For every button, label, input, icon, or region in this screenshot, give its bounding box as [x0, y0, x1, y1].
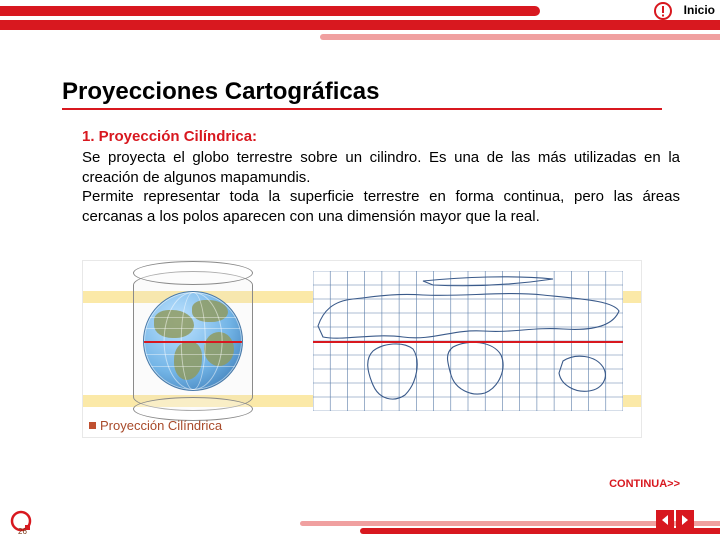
- body-paragraph: Se proyecta el globo terrestre sobre un …: [82, 149, 680, 186]
- flat-map-illustration: [313, 271, 623, 411]
- section-subtitle: 1. Proyección Cilíndrica:: [82, 128, 257, 145]
- body-paragraph: Permite representar toda la superficie t…: [82, 188, 680, 225]
- nav-arrows: [656, 510, 694, 530]
- home-link-label[interactable]: Inicio: [684, 3, 715, 17]
- prev-button[interactable]: [656, 510, 674, 530]
- page-number: 26: [18, 527, 27, 536]
- projection-figure: Proyección Cilíndrica: [82, 260, 642, 438]
- home-icon[interactable]: [654, 2, 672, 20]
- bullet-icon: [89, 422, 96, 429]
- globe-cylinder-illustration: [103, 271, 283, 411]
- continue-link[interactable]: CONTINUA>>: [609, 478, 680, 490]
- figure-caption: Proyección Cilíndrica: [89, 418, 222, 433]
- page-title: Proyecciones Cartográficas: [62, 78, 662, 110]
- body-text: Se proyecta el globo terrestre sobre un …: [82, 148, 680, 226]
- next-button[interactable]: [676, 510, 694, 530]
- header-decoration: [0, 0, 720, 44]
- figure-caption-text: Proyección Cilíndrica: [100, 418, 222, 433]
